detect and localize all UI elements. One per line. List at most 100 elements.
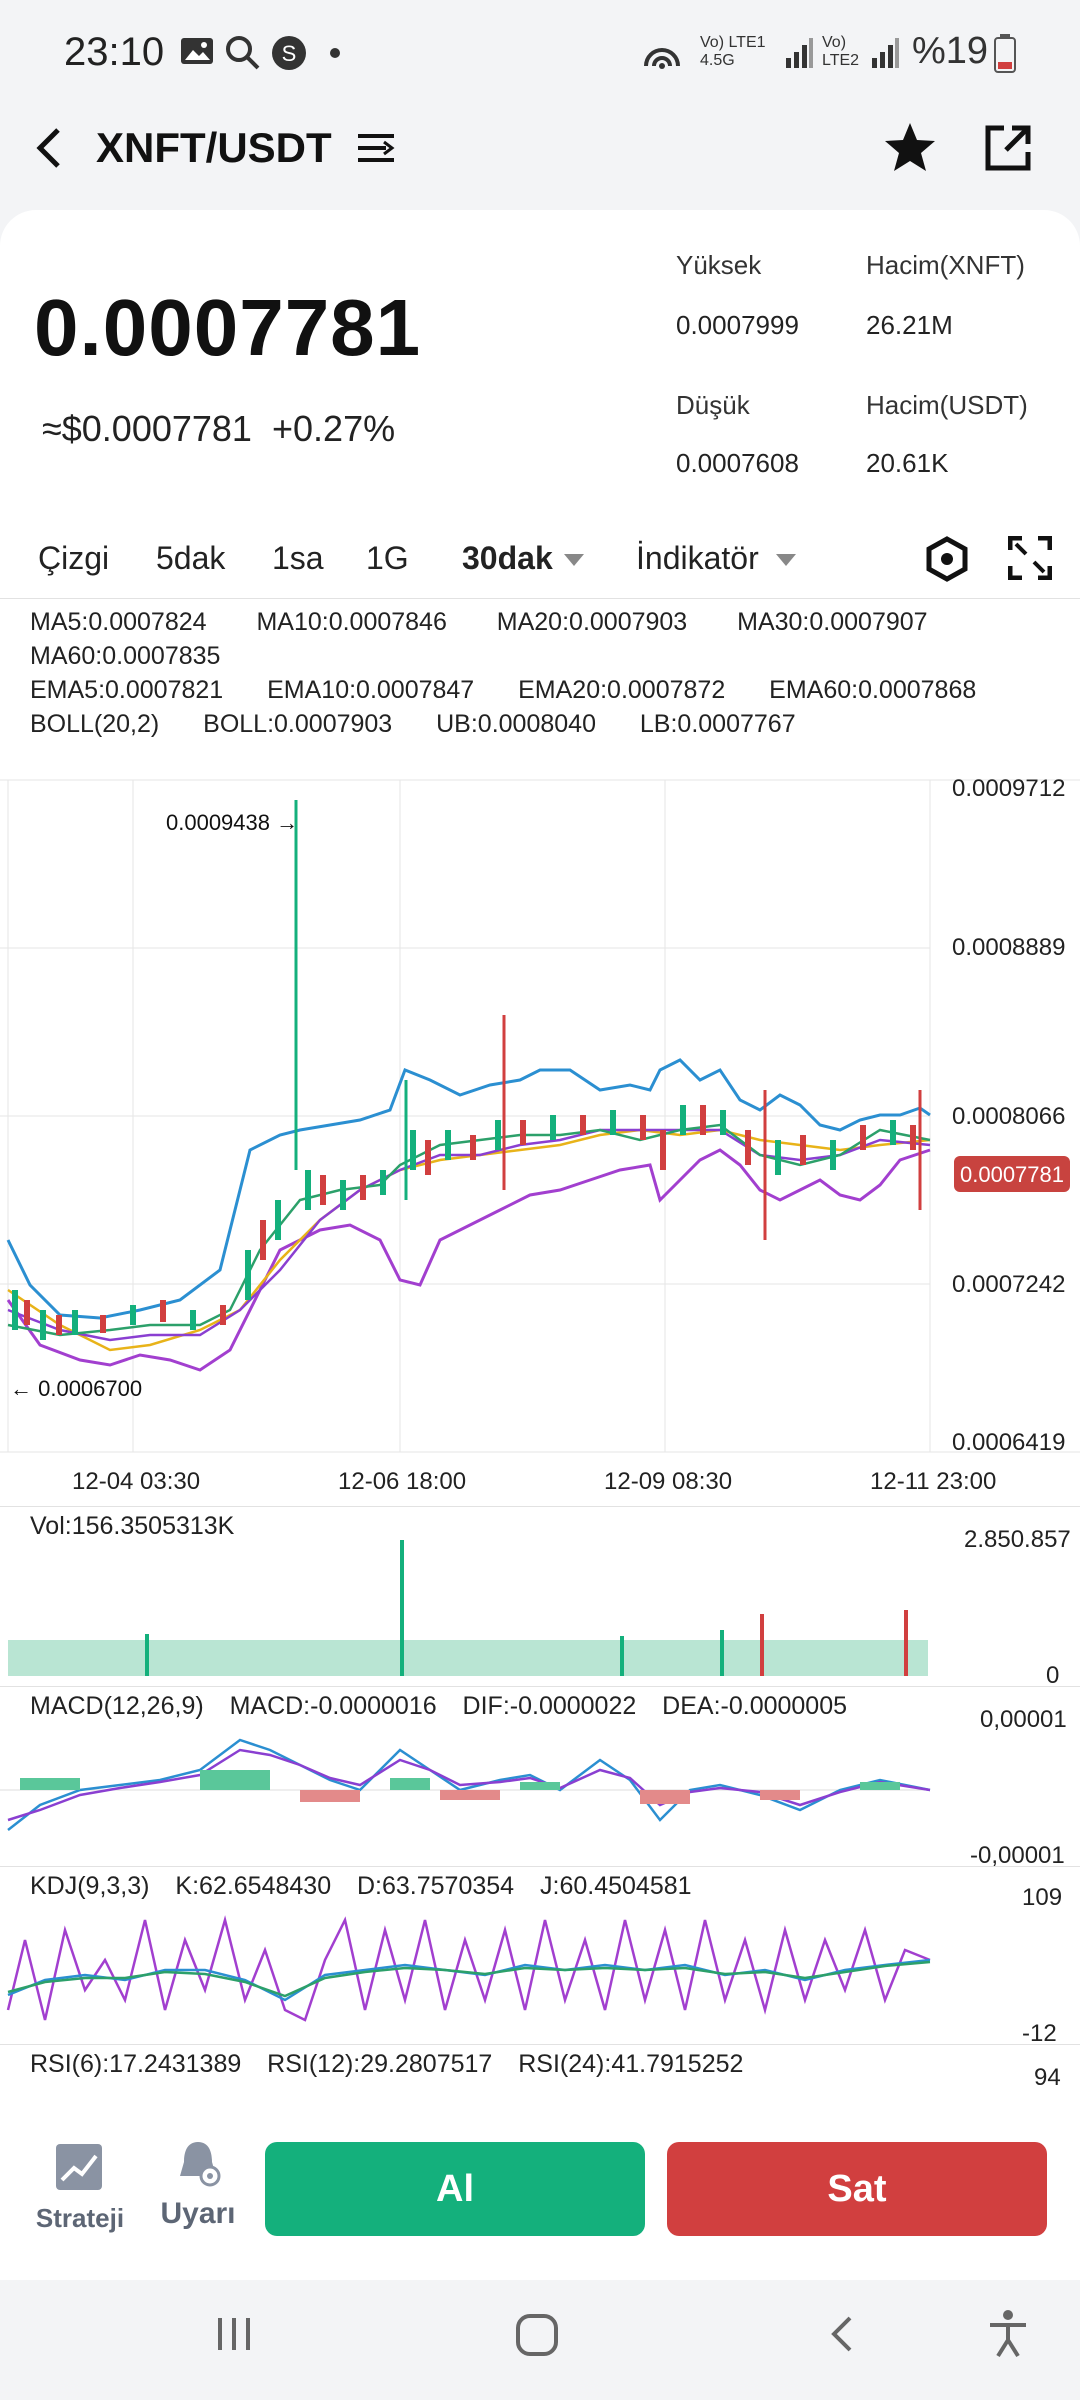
ma-line-2: MA60:0.0007835 xyxy=(30,642,220,671)
favorite-star-icon[interactable] xyxy=(882,120,938,181)
usd-price: ≈$0.0007781 xyxy=(42,408,252,449)
alerts-label: Uyarı xyxy=(160,2197,236,2230)
macd-values: MACD(12,26,9) MACD:-0.0000016 DIF:-0.000… xyxy=(30,1692,847,1721)
signal-1-text: Vo) LTE1 4.5G xyxy=(700,34,766,69)
x-tick-4: 12-11 23:00 xyxy=(870,1468,997,1495)
volume-bars xyxy=(8,1540,928,1676)
strategy-label: Strateji xyxy=(35,2203,125,2233)
candles xyxy=(12,800,922,1340)
rsi-values: RSI(6):17.2431389 RSI(12):29.2807517 RSI… xyxy=(30,2050,743,2079)
accessibility-icon[interactable] xyxy=(986,2308,1030,2363)
x-tick-2: 12-06 18:00 xyxy=(338,1468,467,1495)
tab-30m[interactable]: 30dak xyxy=(462,540,553,576)
boll-lb-value: LB:0.0007767 xyxy=(639,710,796,738)
volume-divider xyxy=(0,1506,1080,1507)
tab-indicator[interactable]: İndikatör xyxy=(636,540,759,576)
search-status-icon xyxy=(224,34,262,77)
share-icon[interactable] xyxy=(982,122,1034,179)
macd-value: MACD:-0.0000016 xyxy=(229,1692,437,1720)
high-annotation: 0.0009438 → xyxy=(166,810,298,835)
tab-5m[interactable]: 5dak xyxy=(156,540,226,576)
signal-1-icon xyxy=(784,36,814,75)
tabs-divider xyxy=(0,598,1080,599)
pair-menu-icon[interactable] xyxy=(356,128,396,173)
volume-label: Vol:156.3505313K xyxy=(30,1512,235,1540)
battery-percent: %19 xyxy=(912,30,989,72)
tab-1h[interactable]: 1sa xyxy=(272,540,324,576)
boll-lower-line xyxy=(6,1148,931,1372)
kdj-divider xyxy=(0,1866,1080,1867)
tab-1d[interactable]: 1G xyxy=(366,540,409,576)
x-tick-1: 12-04 03:30 xyxy=(72,1468,201,1495)
volume-spike-bar xyxy=(400,1540,404,1676)
ma10-value: MA10:0.0007846 xyxy=(256,608,447,636)
rsi-y-top: 94 xyxy=(1034,2064,1061,2091)
macd-dea-value: DEA:-0.0000005 xyxy=(662,1692,848,1720)
tab-30m-dropdown-icon[interactable] xyxy=(562,552,586,573)
tab-line[interactable]: Çizgi xyxy=(38,540,110,576)
ma-line-purple xyxy=(7,1128,931,1342)
ema-line: EMA5:0.0007821 EMA10:0.0007847 EMA20:0.0… xyxy=(30,676,976,705)
volume-spike-bar-3 xyxy=(904,1610,908,1676)
current-price-tag-bg xyxy=(954,1156,1070,1192)
boll-label: BOLL(20,2) xyxy=(30,710,160,738)
kdj-chart xyxy=(6,1915,931,2022)
back-button[interactable] xyxy=(30,124,70,177)
hotspot-icon xyxy=(640,36,684,77)
indicator-dropdown-icon[interactable] xyxy=(774,552,798,573)
boll-line: BOLL(20,2) BOLL:0.0007903 UB:0.0008040 L… xyxy=(30,710,796,739)
macd-dea-line xyxy=(7,1748,931,1822)
chart-settings-icon[interactable] xyxy=(924,536,970,587)
kdj-label: KDJ(9,3,3) xyxy=(30,1872,150,1900)
svg-text:S: S xyxy=(282,41,297,66)
kdj-k-line xyxy=(7,1958,931,2002)
y-tick-1: 0.0009712 xyxy=(952,775,1065,802)
x-tick-3: 12-09 08:30 xyxy=(604,1468,733,1495)
ma60-value: MA60:0.0007835 xyxy=(30,642,221,670)
ema20-value: EMA20:0.0007872 xyxy=(518,676,726,704)
ma5-value: MA5:0.0007824 xyxy=(30,608,207,636)
strategy-button[interactable]: Strateji xyxy=(30,2140,130,2234)
signal-2-icon xyxy=(870,36,900,75)
sell-button[interactable]: Sat xyxy=(667,2142,1047,2236)
buy-button[interactable]: Al xyxy=(265,2142,645,2236)
macd-label: MACD(12,26,9) xyxy=(30,1692,204,1720)
rsi6-value: RSI(6):17.2431389 xyxy=(30,2050,242,2078)
alert-bell-icon xyxy=(180,2142,221,2187)
kdj-d-value: D:63.7570354 xyxy=(357,1872,515,1900)
low-label: Düşük xyxy=(676,390,750,420)
rsi12-value: RSI(12):29.2807517 xyxy=(267,2050,493,2078)
y-tick-5: 0.0006419 xyxy=(952,1429,1065,1456)
y-tick-2: 0.0008889 xyxy=(952,934,1065,961)
back-nav-icon[interactable] xyxy=(822,2312,862,2361)
home-icon[interactable] xyxy=(514,2312,560,2363)
kdj-k-value: K:62.6548430 xyxy=(175,1872,332,1900)
kdj-j-value: J:60.4504581 xyxy=(540,1872,692,1900)
current-price-tag: 0.0007781 xyxy=(960,1162,1064,1187)
last-price: 0.0007781 xyxy=(34,283,422,372)
notification-dot-icon xyxy=(330,48,340,58)
recent-apps-icon[interactable] xyxy=(212,2312,256,2361)
boll-value: BOLL:0.0007903 xyxy=(203,710,393,738)
kdj-values: KDJ(9,3,3) K:62.6548430 D:63.7570354 J:6… xyxy=(30,1872,692,1901)
app-status-icon: S xyxy=(270,34,308,77)
status-time: 23:10 xyxy=(64,30,165,74)
macd-dif-value: DIF:-0.0000022 xyxy=(462,1692,637,1720)
battery-icon xyxy=(994,34,1016,79)
system-nav-bar xyxy=(0,2280,1080,2400)
pair-title[interactable]: XNFT/USDT xyxy=(96,124,332,171)
macd-divider xyxy=(0,1686,1080,1687)
alerts-button[interactable]: Uyarı xyxy=(148,2136,248,2231)
volume-y-top: 2.850.857 xyxy=(964,1526,1071,1553)
vol-xnft-value: 26.21M xyxy=(866,310,953,340)
high-value: 0.0007999 xyxy=(676,310,799,340)
price-chart[interactable]: 0.0009438 → ← 0.0006700 0.0007781 0.0009… xyxy=(0,770,1080,1490)
volume-spike-bar-2 xyxy=(760,1614,764,1676)
price-change: +0.27% xyxy=(272,408,396,449)
kdj-j-line xyxy=(6,1915,931,2022)
y-tick-3: 0.0008066 xyxy=(952,1103,1065,1130)
ma-line-1: MA5:0.0007824 MA10:0.0007846 MA20:0.0007… xyxy=(30,608,928,637)
ema5-value: EMA5:0.0007821 xyxy=(30,676,224,704)
macd-chart xyxy=(0,1738,931,1831)
fullscreen-icon[interactable] xyxy=(1007,535,1053,585)
